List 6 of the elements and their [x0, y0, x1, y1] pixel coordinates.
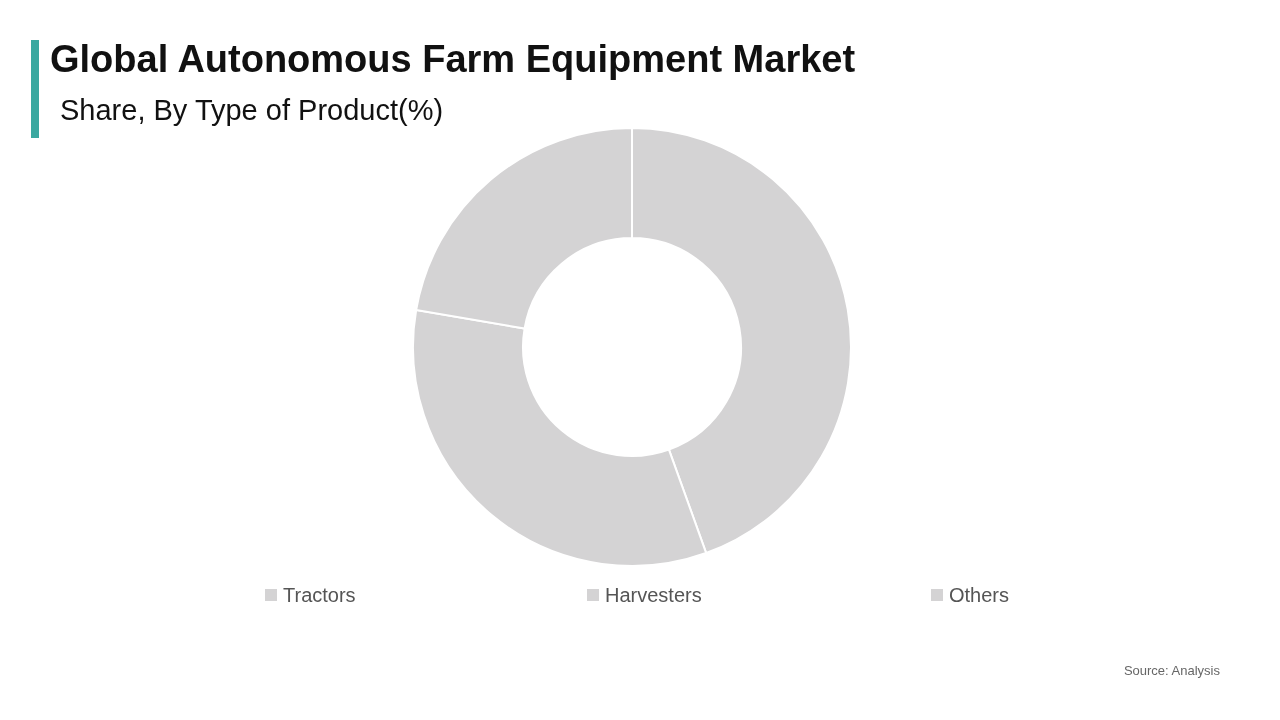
legend-label: Others [949, 584, 1010, 606]
source-note: Source: Analysis [1123, 663, 1221, 678]
chart-subtitle: Share, By Type of Product(%) [60, 94, 444, 126]
legend-label: Tractors [283, 584, 356, 606]
chart-title: Global Autonomous Farm Equipment Market [50, 38, 856, 80]
legend-label: Harvesters [605, 584, 702, 606]
